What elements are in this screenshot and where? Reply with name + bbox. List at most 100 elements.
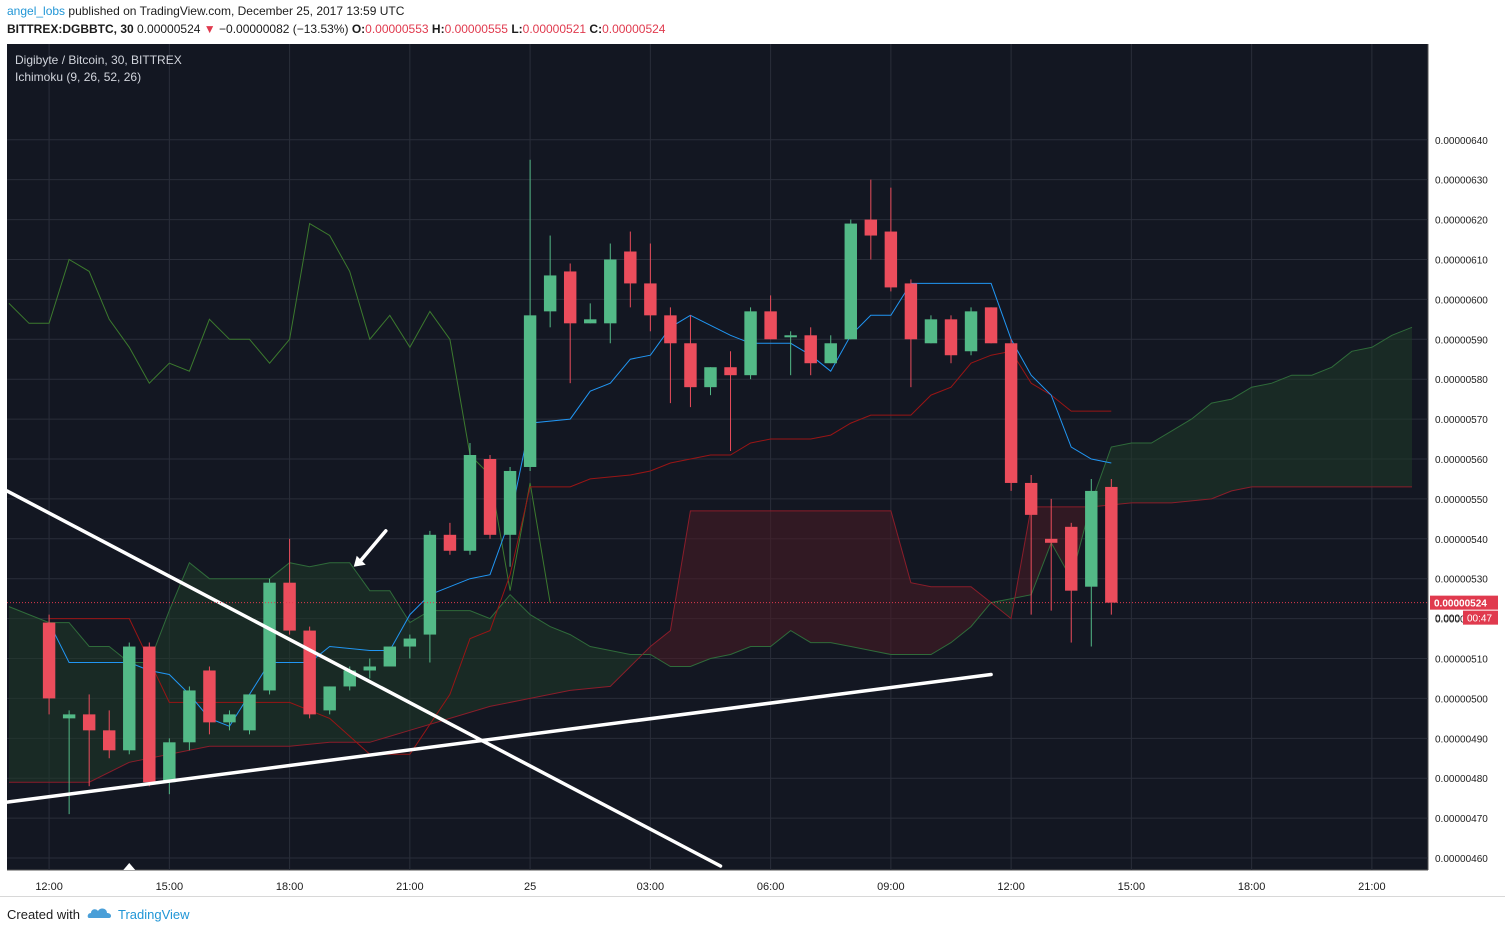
candle-body-down[interactable]	[203, 670, 216, 723]
candle-body-up[interactable]	[744, 311, 757, 376]
candle-body-down[interactable]	[303, 630, 316, 715]
descending-trendline[interactable]	[5, 489, 723, 868]
candle-body-up[interactable]	[964, 311, 978, 352]
close-value: 0.00000524	[602, 22, 666, 36]
candle-body-down[interactable]	[684, 343, 697, 388]
candle-body-up[interactable]	[183, 690, 196, 743]
candle-body-down[interactable]	[1044, 538, 1058, 543]
tradingview-logo-icon	[87, 908, 112, 918]
candle-body-down[interactable]	[42, 622, 56, 699]
price-tick-label: 0.00000610	[1435, 255, 1488, 266]
triangle-up-icon[interactable]	[123, 863, 136, 870]
time-tick-label: 03:00	[637, 881, 665, 893]
candle-body-down[interactable]	[664, 315, 677, 344]
candle-body-up[interactable]	[423, 534, 437, 635]
time-tick-label: 09:00	[877, 881, 905, 893]
candle-body-down[interactable]	[884, 231, 898, 288]
tradingview-link[interactable]: TradingView	[118, 907, 190, 922]
candle-body-up[interactable]	[463, 455, 477, 551]
candle-body-down[interactable]	[1004, 343, 1018, 483]
symbol-label: BITTREX:DGBBTC, 30	[7, 22, 134, 36]
candle-body-down[interactable]	[283, 582, 296, 631]
last-price: 0.00000524	[137, 22, 201, 36]
axis-ticks: 0.00000460 0.00000470 0.00000480 0.00000490…	[35, 136, 1488, 893]
lagging-span-line	[8, 222, 551, 603]
candle-body-down[interactable]	[143, 646, 156, 783]
author-link[interactable]: angel_lobs	[7, 4, 66, 18]
chart-legend-title: Digibyte / Bitcoin, 30, BITTREX	[15, 53, 182, 67]
annotation-arrow-shaft[interactable]	[357, 529, 388, 564]
price-tick-label: 0.00000480	[1435, 774, 1488, 785]
candle-body-down[interactable]	[724, 367, 737, 376]
ichimoku-cloud	[8, 326, 1413, 783]
candle-body-down[interactable]	[1024, 482, 1038, 515]
price-tick-label: 0.00000520	[1435, 615, 1488, 626]
price-tick-label: 0.00000630	[1435, 176, 1488, 187]
price-axis[interactable]	[1428, 44, 1505, 896]
candle-body-down[interactable]	[563, 271, 577, 324]
candle-body-up[interactable]	[62, 714, 76, 719]
ascending-trendline[interactable]	[5, 672, 993, 804]
candle-body-down[interactable]	[984, 307, 998, 344]
candle-body-down[interactable]	[483, 458, 497, 535]
candle-body-down[interactable]	[82, 714, 96, 731]
candle-body-down[interactable]	[804, 335, 817, 364]
candle-body-up[interactable]	[263, 582, 276, 691]
time-axis[interactable]	[0, 870, 1428, 896]
candle-body-up[interactable]	[784, 335, 797, 338]
candle-body-down[interactable]	[864, 219, 878, 236]
arrow-icon[interactable]	[353, 555, 366, 567]
trendlines[interactable]	[5, 489, 993, 868]
candle-body-up[interactable]	[123, 646, 136, 751]
candle-body-down[interactable]	[624, 251, 637, 284]
chart-header: angel_lobs published on TradingView.com,…	[0, 0, 1505, 44]
footer: Created with TradingView	[0, 896, 1505, 932]
candle-body-down[interactable]	[1105, 486, 1118, 603]
candle-body-up[interactable]	[383, 646, 397, 667]
publish-info: angel_lobs published on TradingView.com,…	[7, 4, 404, 18]
candle-body-down[interactable]	[764, 311, 777, 340]
time-tick-label: 18:00	[1238, 881, 1266, 893]
candle-body-up[interactable]	[584, 319, 597, 324]
down-arrow-icon: ▼	[203, 22, 216, 36]
candle-body-up[interactable]	[403, 638, 417, 647]
candle-body-down[interactable]	[1065, 526, 1078, 591]
candle-body-up[interactable]	[543, 275, 557, 312]
candle-body-up[interactable]	[523, 315, 537, 467]
price-tick-label: 0.00000510	[1435, 655, 1488, 666]
candle-body-down[interactable]	[944, 319, 958, 356]
time-tick-label: 18:00	[276, 881, 304, 893]
candle-body-up[interactable]	[1085, 490, 1098, 587]
price-tick-label: 0.00000620	[1435, 216, 1488, 227]
time-tick-label: 15:00	[1118, 881, 1146, 893]
candle-body-up[interactable]	[924, 319, 938, 344]
candle-body-down[interactable]	[443, 534, 457, 551]
price-tick-label: 0.00000640	[1435, 136, 1488, 147]
candle-body-up[interactable]	[503, 470, 517, 535]
candle-body-down[interactable]	[103, 730, 116, 751]
time-tick-label: 21:00	[396, 881, 424, 893]
candle-body-up[interactable]	[223, 714, 236, 723]
candle-body-up[interactable]	[844, 223, 857, 340]
price-tick-label: 0.00000570	[1435, 415, 1488, 426]
candlestick-chart[interactable]: 0.00000460 0.00000470 0.00000480 0.00000490…	[0, 44, 1505, 896]
price-tick-label: 0.00000580	[1435, 375, 1488, 386]
price-change: −0.00000082 (−13.53%)	[219, 22, 349, 36]
price-tick-label: 0.00000530	[1435, 575, 1488, 586]
candle-body-up[interactable]	[323, 686, 336, 711]
open-value: 0.00000553	[365, 22, 429, 36]
indicator-legend: Ichimoku (9, 26, 52, 26)	[15, 70, 141, 84]
candle-body-up[interactable]	[704, 367, 717, 388]
candle-body-up[interactable]	[163, 742, 176, 783]
cloud-bearish	[645, 510, 992, 667]
candle-body-up[interactable]	[824, 343, 837, 364]
candle-body-up[interactable]	[243, 694, 256, 731]
candle-body-up[interactable]	[363, 666, 376, 671]
cloud-bullish	[991, 590, 1017, 619]
candle-body-down[interactable]	[644, 283, 657, 316]
candle-body-down[interactable]	[904, 283, 918, 340]
price-tick-label: 0.00000500	[1435, 694, 1488, 705]
countdown-badge	[1463, 610, 1498, 625]
candle-body-up[interactable]	[604, 259, 617, 324]
candles[interactable]	[42, 159, 1118, 815]
